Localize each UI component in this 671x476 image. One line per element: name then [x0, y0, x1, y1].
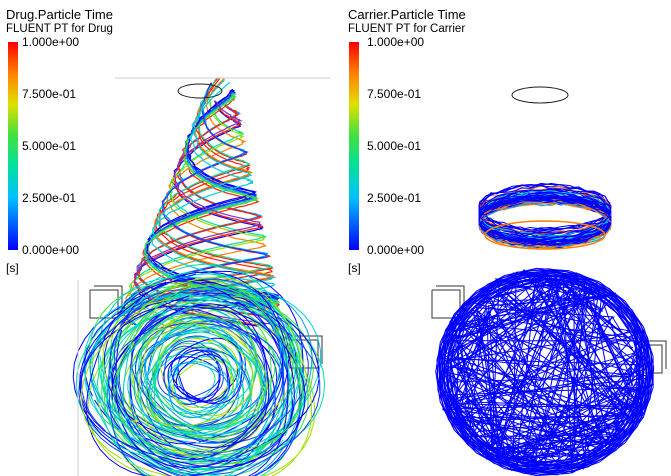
- particle-track: [448, 281, 642, 464]
- particle-track: [133, 101, 271, 325]
- particle-track: [153, 353, 234, 426]
- particle-track: [172, 350, 229, 402]
- particle-track: [153, 331, 267, 435]
- legend-label: 5.000e-01: [367, 139, 421, 153]
- particle-track: [129, 307, 278, 445]
- particle-track: [94, 285, 123, 314]
- particle-track: [117, 306, 263, 439]
- legend-label: 1.000e+00: [367, 35, 424, 49]
- particle-track: [157, 340, 224, 400]
- legend-unit: [s]: [6, 261, 19, 275]
- particle-track: [89, 287, 282, 463]
- particle-track: [438, 271, 651, 473]
- legend-title: Carrier.Particle Time: [348, 7, 466, 22]
- particle-tracks: [72, 77, 667, 476]
- legend-label: 2.500e-01: [22, 191, 76, 205]
- particle-track: [139, 336, 252, 436]
- particle-track: [446, 277, 645, 466]
- legend-unit: [s]: [348, 261, 361, 275]
- particle-track: [484, 220, 606, 250]
- particle-track: [168, 362, 230, 419]
- particle-track: [438, 270, 652, 474]
- particle-track: [289, 339, 319, 369]
- particle-track: [177, 347, 239, 403]
- legend-label: 2.500e-01: [367, 191, 421, 205]
- particle-track: [79, 271, 295, 468]
- legend-label: 7.500e-01: [22, 87, 76, 101]
- particle-track: [451, 281, 628, 456]
- particle-track: [84, 273, 290, 461]
- particle-track: [122, 82, 268, 326]
- legend: Carrier.Particle Time FLUENT PT for Carr…: [348, 7, 466, 275]
- particle-track: [162, 349, 220, 403]
- particle-track: [149, 81, 276, 308]
- particle-track: [80, 277, 313, 476]
- particle-track: [140, 314, 276, 437]
- particle-track: [447, 279, 644, 466]
- particle-track: [111, 303, 270, 449]
- particle-track: [134, 322, 284, 456]
- legend-subtitle: FLUENT PT for Carrier: [348, 23, 465, 35]
- particle-track: [144, 93, 279, 309]
- legend: Drug.Particle Time FLUENT PT for Drug 1.…: [0, 4, 113, 275]
- legend-label: 1.000e+00: [22, 35, 79, 49]
- legend-title: Drug.Particle Time: [6, 7, 113, 22]
- legend-bg: [0, 4, 112, 274]
- particle-track: [447, 277, 639, 469]
- legend-subtitle: FLUENT PT for Drug: [6, 23, 113, 35]
- legend-label: 0.000e+00: [22, 243, 79, 257]
- particle-track: [163, 345, 221, 399]
- particle-track: [478, 199, 612, 247]
- legend-label: 5.000e-01: [22, 139, 76, 153]
- particle-track: [478, 182, 612, 232]
- particle-track: [145, 326, 262, 433]
- outlet: [511, 86, 569, 104]
- particle-track: [478, 187, 612, 235]
- particle-track: [108, 291, 321, 476]
- color-bar: [8, 42, 18, 250]
- particle-track: [89, 289, 119, 319]
- particle-track: [106, 294, 293, 462]
- outlet: [177, 83, 223, 99]
- particle-track: [116, 298, 293, 460]
- color-bar: [349, 42, 359, 250]
- particle-track: [435, 267, 654, 476]
- particle-track: [449, 281, 641, 464]
- legend-label: 7.500e-01: [367, 87, 421, 101]
- particle-track: [75, 263, 305, 471]
- particle-track: [133, 317, 265, 435]
- particle-track: [113, 284, 304, 453]
- particle-track: [122, 295, 305, 463]
- particle-track: [86, 280, 306, 476]
- particle-track: [137, 78, 276, 311]
- particle-track: [644, 340, 667, 369]
- particle-track: [144, 327, 241, 416]
- particle-track: [443, 275, 647, 469]
- legend-label: 0.000e+00: [367, 243, 424, 257]
- particle-track: [89, 284, 313, 476]
- particle-track: [109, 305, 284, 461]
- particle-track: [446, 278, 644, 466]
- particle-track: [79, 292, 289, 476]
- particle-track: [170, 337, 243, 405]
